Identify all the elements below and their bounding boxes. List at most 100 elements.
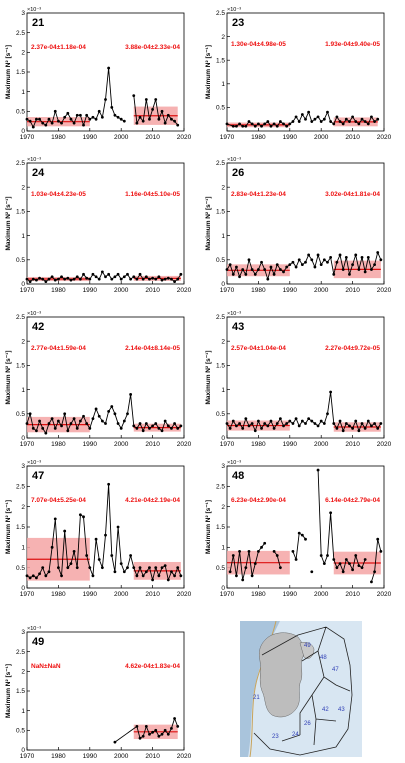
data-point: [341, 122, 345, 126]
panel-number: 26: [232, 167, 244, 179]
data-point: [173, 119, 176, 123]
x-tick-label: 1970: [220, 287, 235, 294]
data-point: [44, 431, 48, 435]
y-exponent-label: ×10⁻³: [27, 460, 41, 466]
period-stat-right: 1.93e-04±9.40e-05: [325, 41, 380, 48]
y-exponent-label: ×10⁻³: [227, 311, 241, 317]
chart-panel-23: 1970 1980 1990 2000 2010 2020 0.5 1 1.5 2 2.5×10⁻³…: [205, 7, 392, 141]
chart-panel-21: 1970 1980 1990 2000 2010 2020 0 0.5 1 1.5 2 2.5 3×10…: [5, 7, 192, 141]
data-point: [241, 124, 245, 128]
data-point: [60, 574, 63, 578]
data-point: [250, 268, 254, 271]
data-point: [166, 276, 170, 280]
data-point: [144, 422, 148, 425]
data-point: [376, 251, 380, 254]
x-tick-label: 1980: [51, 753, 66, 760]
data-point: [285, 265, 289, 269]
data-point: [154, 728, 158, 732]
data-point: [63, 412, 67, 416]
data-point: [44, 280, 48, 283]
series-line: [26, 484, 182, 582]
data-point: [316, 115, 320, 119]
data-point: [231, 554, 235, 557]
region-map: 21 23 24 26 42 43 47 48 49: [240, 621, 362, 757]
x-tick-label: 2000: [314, 591, 329, 598]
y-tick-label: 1: [221, 545, 225, 552]
data-point: [304, 422, 307, 425]
data-point: [278, 268, 282, 271]
data-point: [300, 533, 304, 537]
data-point: [116, 115, 120, 119]
data-point: [160, 278, 164, 282]
data-point: [300, 113, 304, 116]
data-point: [357, 122, 361, 126]
x-tick-label: 2000: [114, 753, 129, 760]
x-tick-label: 1970: [20, 591, 35, 598]
data-point: [250, 122, 254, 126]
data-point: [238, 275, 241, 279]
data-point: [266, 120, 270, 123]
map-label-49: 49: [304, 643, 311, 649]
data-point: [28, 119, 32, 123]
data-point: [354, 253, 358, 257]
data-point: [63, 115, 67, 119]
data-point: [269, 419, 273, 423]
data-point: [176, 566, 180, 570]
data-point: [288, 419, 292, 423]
data-point: [235, 424, 238, 428]
data-point: [179, 574, 183, 578]
period-stat-left: NaN±NaN: [31, 663, 61, 670]
x-tick-label: 2000: [114, 134, 129, 141]
data-point: [310, 419, 314, 423]
x-tick-label: 2020: [377, 441, 392, 448]
x-tick-label: 2020: [177, 134, 192, 141]
map-label-43: 43: [338, 707, 345, 713]
y-tick-label: 0: [221, 585, 225, 592]
data-point: [348, 120, 351, 123]
data-point: [110, 405, 114, 408]
data-point: [348, 562, 351, 565]
data-point: [291, 260, 295, 264]
data-point: [100, 566, 104, 570]
data-point: [170, 726, 173, 730]
data-point: [72, 550, 76, 553]
data-point: [166, 732, 170, 736]
data-point: [66, 429, 70, 433]
data-point: [119, 277, 123, 281]
data-point: [107, 482, 111, 486]
data-point: [370, 580, 373, 584]
data-point: [379, 258, 383, 262]
x-tick-label: 2010: [145, 441, 160, 448]
data-point: [344, 255, 348, 259]
data-point: [144, 725, 148, 728]
data-point: [176, 277, 180, 281]
data-point: [176, 426, 180, 430]
data-point: [38, 419, 41, 423]
data-point: [69, 278, 73, 282]
data-point: [363, 426, 367, 430]
data-point: [351, 426, 354, 430]
y-tick-label: 0: [21, 128, 25, 135]
chart-panel-48: 1970 1980 1990 2000 2010 2020 0 0.5 1 1.5 2 2.5 3×10…: [205, 460, 392, 598]
data-point: [78, 419, 82, 423]
data-point: [75, 566, 79, 570]
data-point: [138, 566, 142, 570]
x-tick-label: 2010: [345, 441, 360, 448]
data-point: [348, 424, 351, 428]
data-point: [119, 426, 123, 430]
data-point: [72, 121, 76, 125]
y-tick-label: 2: [21, 669, 25, 676]
data-point: [91, 417, 95, 421]
x-tick-label: 1990: [83, 134, 98, 141]
data-point: [275, 422, 279, 425]
data-point: [278, 120, 282, 123]
x-tick-label: 1990: [283, 591, 298, 598]
data-point: [263, 541, 267, 545]
data-point: [304, 537, 307, 541]
data-point: [257, 268, 260, 271]
data-point: [31, 277, 35, 281]
y-tick-label: 0.5: [16, 411, 25, 418]
data-point: [154, 422, 158, 425]
data-point: [294, 417, 298, 421]
